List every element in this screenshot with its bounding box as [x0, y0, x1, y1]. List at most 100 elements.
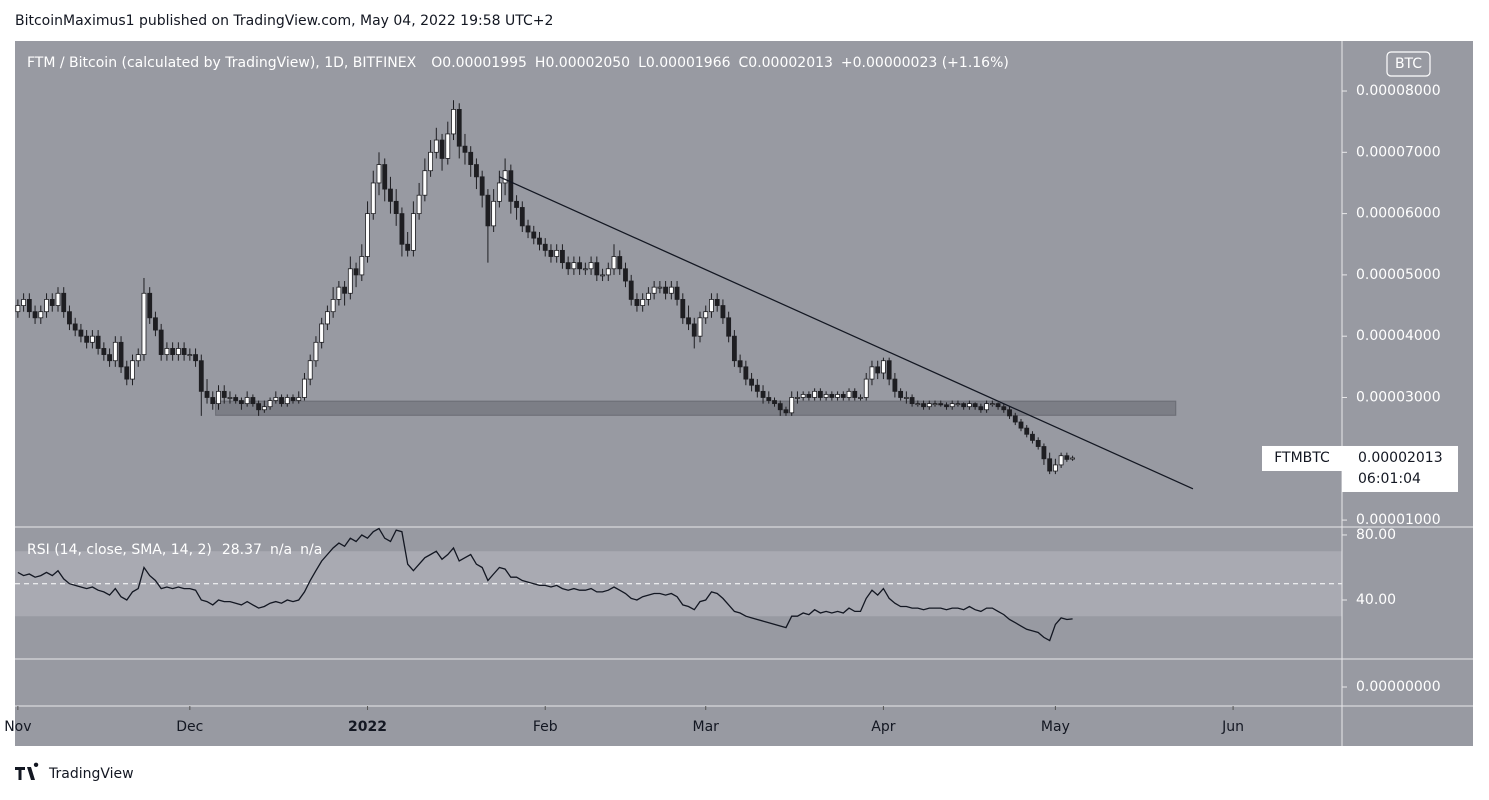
candle-body — [279, 397, 284, 405]
candle-body — [984, 403, 990, 411]
candle-body — [789, 397, 795, 414]
candle-body — [376, 164, 382, 184]
candle-body — [273, 397, 279, 401]
candle-body — [61, 292, 67, 313]
rsi-pane — [15, 527, 1342, 642]
rsi-na: n/a — [270, 542, 292, 558]
candle-body — [582, 268, 588, 271]
candle-body — [84, 335, 90, 343]
y-tick-label: 0.00001000 — [1356, 512, 1441, 528]
candle-body — [955, 403, 961, 406]
candle-body — [382, 164, 388, 190]
y-tick-label: 0.00007000 — [1356, 144, 1441, 160]
candle-body — [760, 390, 766, 398]
candle-body — [835, 394, 840, 398]
candle-body — [542, 243, 548, 251]
candle-body — [307, 360, 313, 380]
legend-key: O — [431, 55, 442, 71]
candle-body — [605, 268, 611, 276]
candle-body — [881, 360, 886, 374]
candle-body — [485, 194, 491, 227]
candle-body — [239, 400, 244, 405]
candle-body — [571, 262, 577, 270]
candle-body — [153, 317, 158, 331]
currency-button[interactable] — [1386, 51, 1431, 77]
candle-body — [221, 390, 227, 398]
candle-body — [55, 292, 61, 306]
legend-value: 0.00001966 — [646, 55, 731, 71]
candle-body — [15, 305, 21, 313]
candle-body — [995, 403, 1001, 408]
candle-body — [709, 299, 714, 313]
candle-body — [89, 335, 95, 343]
candle-body — [898, 390, 904, 398]
candle-body — [502, 170, 508, 184]
candle-body — [468, 151, 474, 165]
candle-body — [474, 164, 479, 178]
candle-body — [410, 213, 416, 251]
candle-body — [164, 348, 170, 355]
candle-body — [829, 394, 835, 398]
candle-body — [336, 286, 342, 300]
candle-body — [393, 200, 399, 215]
candle-body — [244, 397, 250, 405]
candle-body — [795, 397, 800, 399]
candle-body — [548, 249, 554, 257]
price-tag-box — [1342, 445, 1458, 492]
rsi-band — [15, 551, 1342, 617]
candle-body — [1047, 458, 1053, 472]
candle-body — [462, 145, 468, 153]
candle-body — [193, 354, 198, 362]
y-tick-label: 0.00008000 — [1356, 83, 1441, 99]
rsi-na: n/a — [300, 542, 322, 558]
candle-body — [623, 268, 628, 282]
candle-body — [284, 397, 290, 405]
candle-body — [560, 249, 565, 264]
chart-background — [15, 41, 1473, 746]
candle-body — [1041, 446, 1047, 460]
legend-value: 0.00002050 — [545, 55, 630, 71]
candle-body — [668, 286, 674, 294]
candle-body — [330, 299, 336, 313]
candle-body — [451, 109, 456, 135]
candle-body — [233, 397, 239, 401]
candle-body — [989, 403, 995, 406]
candle-body — [519, 207, 525, 227]
candle-body — [525, 225, 531, 233]
candle-body — [812, 390, 818, 398]
y-tick-label: 40.00 — [1356, 592, 1396, 608]
price-tag-symbol: FTMBTC — [1274, 450, 1330, 466]
candle-body — [800, 394, 806, 398]
candle-body — [428, 151, 433, 172]
candle-body — [972, 403, 978, 408]
candle-body — [640, 299, 646, 306]
candle-body — [858, 397, 863, 399]
candle-body — [416, 194, 422, 215]
currency-button-label[interactable]: BTC — [1395, 56, 1422, 72]
candle-body — [359, 256, 365, 276]
candle-body — [1001, 406, 1007, 411]
candle-body — [290, 397, 296, 401]
candle-body — [256, 403, 262, 411]
candle-body — [554, 249, 560, 257]
candle-body — [267, 400, 273, 408]
candle-body — [783, 409, 789, 414]
rsi-line — [17, 527, 1073, 642]
candle-body — [645, 292, 651, 300]
candle-body — [617, 256, 623, 270]
candle-body — [1024, 427, 1030, 435]
candle-body — [875, 366, 881, 374]
candle-body — [365, 213, 370, 257]
candle-body — [26, 299, 32, 313]
footer-logo — [15, 762, 39, 780]
candle-body — [697, 317, 703, 337]
candle-body — [187, 354, 193, 356]
candle-body — [686, 317, 691, 325]
y-tick-label: 0.00004000 — [1356, 328, 1441, 344]
candle-body — [1052, 464, 1058, 472]
candle-body — [852, 390, 858, 398]
candle-body — [1070, 457, 1075, 460]
chart-legend: FTM / Bitcoin (calculated by TradingView… — [27, 55, 1009, 71]
candle-body — [107, 354, 112, 362]
candle-body — [680, 299, 686, 319]
